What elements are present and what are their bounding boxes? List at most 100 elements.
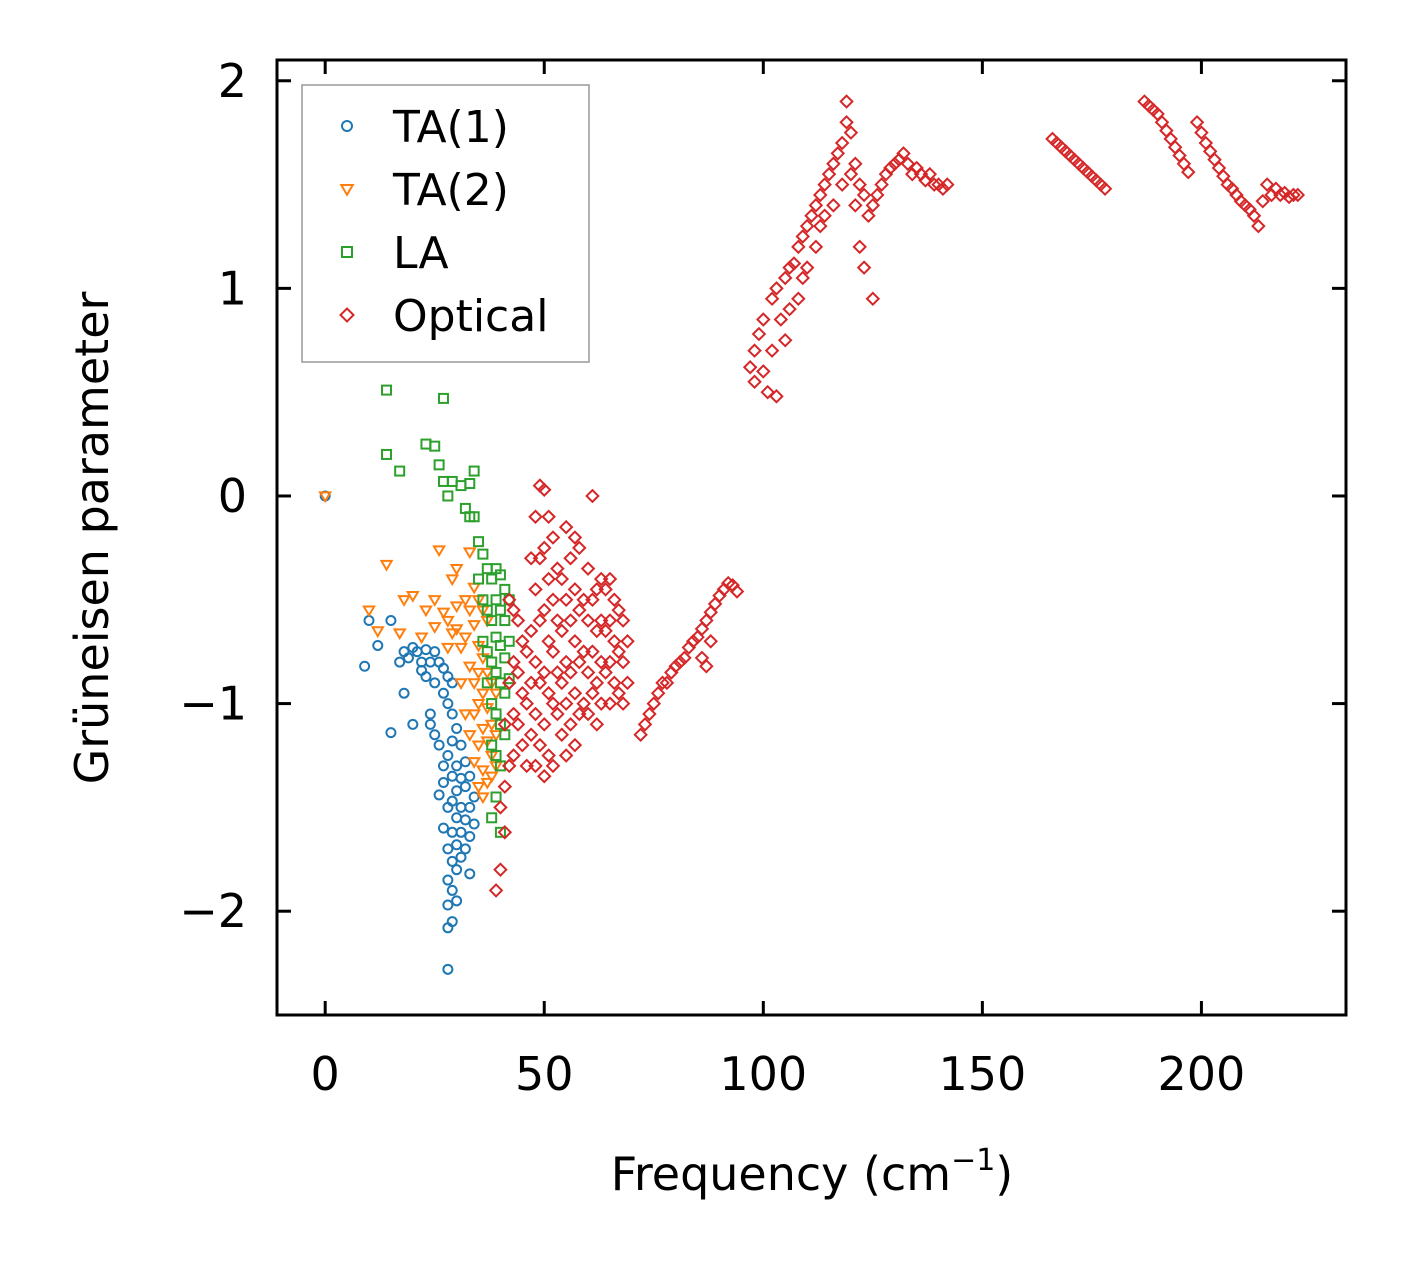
data-point <box>865 198 881 213</box>
legend-marker <box>341 246 353 258</box>
data-point <box>532 675 548 691</box>
data-point <box>467 678 482 690</box>
data-point <box>459 814 471 826</box>
data-point <box>795 270 811 286</box>
data-point <box>1286 187 1301 203</box>
data-point <box>446 475 458 487</box>
data-point <box>481 604 493 616</box>
data-point <box>510 613 526 628</box>
data-point <box>685 634 701 649</box>
data-point <box>1181 164 1196 180</box>
data-point <box>799 218 815 234</box>
data-point <box>442 698 454 710</box>
data-point <box>541 571 556 587</box>
data-point <box>459 843 471 855</box>
data-point <box>607 592 622 608</box>
data-point <box>703 634 718 649</box>
data-point <box>856 187 872 203</box>
data-point <box>484 771 499 784</box>
y-tick-label: 2 <box>218 54 247 108</box>
data-point <box>782 301 797 317</box>
data-point <box>385 727 397 739</box>
data-point <box>362 605 376 618</box>
data-point <box>808 239 824 255</box>
data-point <box>462 605 477 618</box>
data-point <box>567 582 583 597</box>
data-point <box>856 260 872 275</box>
data-point <box>808 198 824 213</box>
data-point <box>940 177 955 192</box>
data-point <box>442 963 454 975</box>
data-point <box>437 822 449 834</box>
data-point <box>501 675 517 691</box>
data-point <box>812 218 828 234</box>
legend-label: LA <box>393 228 449 279</box>
data-point <box>459 781 471 793</box>
data-point <box>398 687 410 699</box>
data-point <box>528 758 543 774</box>
data-point <box>486 812 498 824</box>
data-point <box>402 652 414 664</box>
data-point <box>363 615 375 627</box>
data-point <box>615 696 631 711</box>
data-point <box>467 709 482 722</box>
data-point <box>490 666 502 678</box>
data-point <box>1251 218 1266 234</box>
data-point <box>475 723 490 736</box>
data-point <box>481 563 493 575</box>
data-point <box>611 644 626 659</box>
data-point <box>433 459 445 471</box>
data-point <box>359 660 371 672</box>
data-point <box>481 677 493 689</box>
data-point <box>446 826 458 838</box>
data-point <box>848 156 863 172</box>
data-point <box>468 818 480 830</box>
data-point <box>523 623 539 639</box>
data-point <box>598 582 613 597</box>
data-point <box>764 291 780 307</box>
data-point <box>585 685 600 701</box>
data-point <box>558 748 574 763</box>
data-point <box>440 615 455 628</box>
data-point <box>381 384 393 396</box>
data-point <box>580 706 596 722</box>
data-point <box>817 177 832 192</box>
data-point <box>486 739 498 751</box>
data-point <box>563 665 578 680</box>
data-point <box>756 312 771 327</box>
data-point <box>764 343 780 358</box>
data-point <box>747 343 762 358</box>
data-point <box>580 665 596 680</box>
data-point <box>446 770 458 782</box>
data-point <box>442 490 454 502</box>
data-point <box>427 595 442 607</box>
data-point <box>480 777 495 790</box>
data-point <box>896 146 911 161</box>
data-point <box>1259 177 1275 192</box>
data-point <box>861 208 876 223</box>
data-point <box>655 675 670 691</box>
data-point <box>440 642 455 655</box>
data-point <box>585 592 600 608</box>
data-point <box>497 825 513 840</box>
data-point <box>545 696 561 711</box>
data-point <box>536 717 552 732</box>
data-point <box>668 658 683 674</box>
data-point <box>545 530 561 545</box>
data-point <box>799 260 815 275</box>
data-point <box>493 862 508 877</box>
data-point <box>501 758 517 774</box>
data-point <box>795 229 811 244</box>
data-point <box>554 571 570 587</box>
data-point <box>554 675 570 691</box>
data-point <box>572 654 587 670</box>
data-point <box>455 739 467 751</box>
x-tick-label: 0 <box>311 1047 340 1101</box>
data-point <box>464 770 476 782</box>
legend-label: Optical <box>393 291 548 342</box>
data-point <box>528 654 543 670</box>
data-point <box>455 801 467 813</box>
data-point <box>486 698 498 710</box>
data-point <box>433 789 445 801</box>
data-point <box>572 602 587 618</box>
